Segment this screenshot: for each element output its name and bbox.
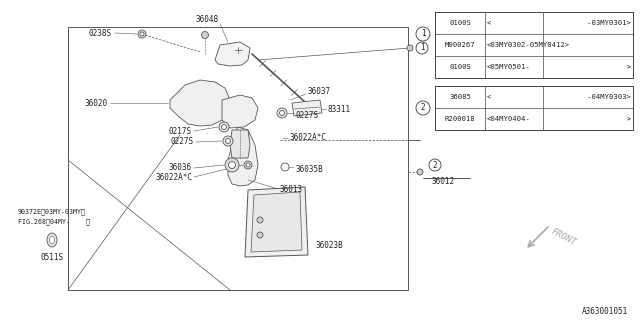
Circle shape [225,158,239,172]
Text: <: < [487,20,492,26]
Text: <05MY0501-: <05MY0501- [487,64,531,70]
Text: <03MY0302-05MY0412>: <03MY0302-05MY0412> [487,42,570,48]
Circle shape [277,108,287,118]
Ellipse shape [226,51,238,59]
Text: 0227S: 0227S [171,138,194,147]
Circle shape [407,45,413,51]
Polygon shape [251,192,302,252]
Text: 36020: 36020 [85,99,108,108]
Polygon shape [292,100,322,116]
Text: 0227S: 0227S [295,110,318,119]
Text: 36085: 36085 [449,94,471,100]
Text: 0100S: 0100S [449,64,471,70]
Circle shape [280,110,285,116]
Circle shape [140,32,144,36]
Text: 0511S: 0511S [40,252,63,261]
Ellipse shape [203,107,211,113]
Circle shape [138,30,146,38]
Circle shape [257,232,263,238]
Circle shape [221,124,227,130]
Text: 36048: 36048 [195,15,219,25]
Circle shape [202,31,209,38]
Text: 36037: 36037 [308,87,331,97]
Text: 90372E〃03MY-03MY〄: 90372E〃03MY-03MY〄 [18,209,86,215]
Circle shape [417,169,423,175]
Text: <04MY0404-: <04MY0404- [487,116,531,122]
Circle shape [244,161,252,169]
Text: 1: 1 [420,29,426,38]
Text: 2: 2 [433,161,437,170]
Text: 0217S: 0217S [169,126,192,135]
Text: 36013: 36013 [280,186,303,195]
Polygon shape [245,187,308,257]
Text: -03MY0301>: -03MY0301> [574,20,631,26]
Text: A363001051: A363001051 [582,308,628,316]
Text: 36022A*C: 36022A*C [155,172,192,181]
Text: 36012: 36012 [432,177,455,186]
Polygon shape [170,80,230,126]
Text: 1: 1 [420,44,424,52]
Circle shape [219,122,229,132]
Text: <: < [487,94,492,100]
Circle shape [228,162,236,169]
Circle shape [257,217,263,223]
Text: >: > [583,64,631,70]
Ellipse shape [49,236,54,244]
Circle shape [246,163,250,167]
Text: >: > [583,116,631,122]
Text: FRONT: FRONT [550,227,578,248]
Text: 36035B: 36035B [295,164,323,173]
Polygon shape [222,95,258,128]
Polygon shape [230,130,250,158]
Text: 36022A*C: 36022A*C [290,133,327,142]
Text: 2: 2 [420,103,426,113]
Text: 0100S: 0100S [449,20,471,26]
Circle shape [223,136,233,146]
Text: -04MY0303>: -04MY0303> [574,94,631,100]
Ellipse shape [183,94,211,116]
Text: 0238S: 0238S [89,28,112,37]
Circle shape [225,139,230,143]
Text: FIG.268〃04MY-    〄: FIG.268〃04MY- 〄 [18,219,90,225]
Text: M000267: M000267 [445,42,476,48]
Text: 83311: 83311 [328,106,351,115]
Polygon shape [228,127,258,186]
Text: R200018: R200018 [445,116,476,122]
Polygon shape [215,42,250,66]
Ellipse shape [47,233,57,247]
Text: 36023B: 36023B [315,241,343,250]
Text: 36036: 36036 [169,164,192,172]
